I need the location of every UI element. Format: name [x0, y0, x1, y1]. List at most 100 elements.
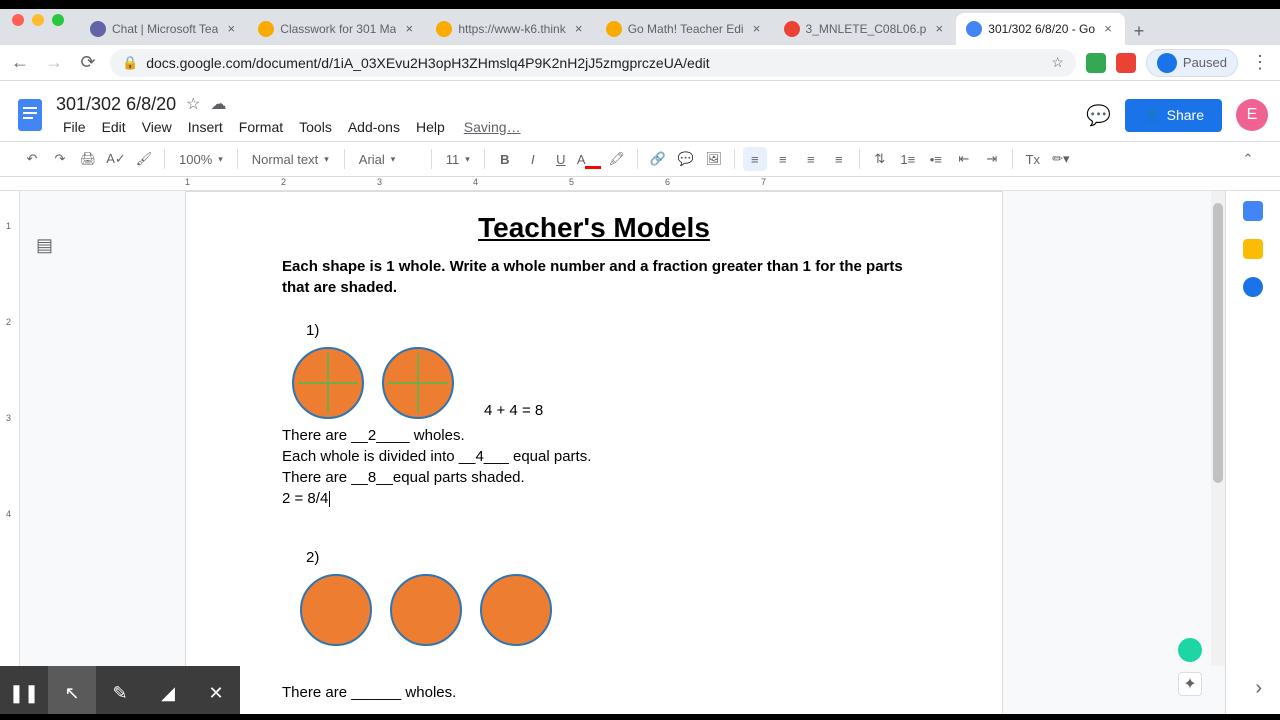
bulleted-list-button[interactable]: •≡ — [924, 147, 948, 171]
font-select[interactable]: Arial — [353, 152, 423, 167]
align-right-button[interactable]: ≡ — [799, 147, 823, 171]
answer-line: There are ______ wholes. — [282, 682, 906, 703]
spellcheck-button[interactable]: A✓ — [104, 147, 128, 171]
undo-button[interactable]: ↶ — [20, 147, 44, 171]
equation-text: 4 + 4 = 8 — [484, 402, 543, 419]
vertical-scrollbar[interactable] — [1211, 191, 1225, 666]
close-tab-icon[interactable]: × — [572, 22, 586, 36]
menu-item[interactable]: File — [56, 117, 93, 137]
browser-tab[interactable]: Go Math! Teacher Edi× — [596, 13, 774, 45]
star-icon[interactable]: ☆ — [186, 94, 200, 114]
share-button[interactable]: 👤 Share — [1125, 99, 1222, 132]
doc-title[interactable]: 301/302 6/8/20 — [56, 94, 176, 115]
highlight-button[interactable]: 🖍 — [605, 147, 629, 171]
menu-item[interactable]: Add-ons — [341, 117, 407, 137]
comments-icon[interactable]: 💬 — [1086, 103, 1111, 128]
url-text: docs.google.com/document/d/1iA_03XEvu2H3… — [146, 55, 709, 71]
menu-item[interactable]: Edit — [95, 117, 133, 137]
zoom-select[interactable]: 100% — [173, 152, 229, 167]
paint-format-button[interactable]: 🖌 — [132, 147, 156, 171]
horizontal-ruler[interactable]: 1234567 — [0, 177, 1280, 191]
close-tab-icon[interactable]: × — [750, 22, 764, 36]
profile-paused[interactable]: Paused — [1146, 49, 1238, 77]
pause-button[interactable]: ❚❚ — [0, 666, 48, 720]
reload-button[interactable]: ⟳ — [76, 51, 100, 75]
highlighter-button[interactable]: ◢ — [144, 666, 192, 720]
menu-item[interactable]: View — [135, 117, 179, 137]
tab-title: 3_MNLETE_C08L06.p — [806, 22, 927, 36]
forward-button[interactable]: → — [42, 51, 66, 75]
bookmark-icon[interactable]: ☆ — [1051, 54, 1064, 71]
address-bar[interactable]: 🔒 docs.google.com/document/d/1iA_03XEvu2… — [110, 49, 1076, 77]
answer-line: Each whole is divided into __4___ equal … — [282, 446, 906, 467]
close-tab-icon[interactable]: × — [224, 22, 238, 36]
outline-icon[interactable]: ▤ — [36, 235, 53, 256]
favicon-icon — [606, 21, 622, 37]
indent-increase-button[interactable]: ⇥ — [980, 147, 1004, 171]
link-button[interactable]: 🔗 — [646, 147, 670, 171]
keep-icon[interactable] — [1243, 239, 1263, 259]
pointer-button[interactable]: ↖ — [48, 666, 96, 720]
close-tab-icon[interactable]: × — [932, 22, 946, 36]
fontsize-select[interactable]: 11 — [440, 152, 476, 167]
favicon-icon — [258, 21, 274, 37]
align-left-button[interactable]: ≡ — [743, 147, 767, 171]
italic-button[interactable]: I — [521, 147, 545, 171]
circle-shape — [292, 347, 364, 419]
collapse-toolbar-button[interactable]: ⌃ — [1236, 147, 1260, 171]
browser-toolbar: ← → ⟳ 🔒 docs.google.com/document/d/1iA_0… — [0, 45, 1280, 81]
back-button[interactable]: ← — [8, 51, 32, 75]
align-center-button[interactable]: ≡ — [771, 147, 795, 171]
menu-item[interactable]: Format — [232, 117, 290, 137]
menu-item[interactable]: Help — [409, 117, 452, 137]
extension-icon[interactable] — [1116, 53, 1136, 73]
underline-button[interactable]: U — [549, 147, 573, 171]
close-tab-icon[interactable]: × — [1101, 22, 1115, 36]
line-spacing-button[interactable]: ⇅ — [868, 147, 892, 171]
comment-button[interactable]: 💬 — [674, 147, 698, 171]
account-avatar[interactable]: E — [1236, 99, 1268, 131]
redo-button[interactable]: ↷ — [48, 147, 72, 171]
browser-tab[interactable]: Chat | Microsoft Tea× — [80, 13, 248, 45]
extension-icon[interactable] — [1086, 53, 1106, 73]
menu-item[interactable]: Tools — [292, 117, 339, 137]
browser-tab[interactable]: 3_MNLETE_C08L06.p × — [774, 13, 957, 45]
editing-mode-button[interactable]: ✏▾ — [1049, 147, 1073, 171]
align-justify-button[interactable]: ≡ — [827, 147, 851, 171]
text-color-button[interactable]: A — [577, 147, 601, 171]
vertical-ruler[interactable]: 1234 — [0, 191, 20, 720]
page-title: Teacher's Models — [282, 212, 906, 244]
indent-decrease-button[interactable]: ⇤ — [952, 147, 976, 171]
sidepanel-chevron-icon[interactable]: › — [1255, 677, 1262, 700]
window-controls[interactable] — [12, 14, 64, 26]
instructions-text: Each shape is 1 whole. Write a whole num… — [282, 256, 906, 298]
numbered-list-button[interactable]: 1≡ — [896, 147, 920, 171]
explore-button[interactable]: ✦ — [1178, 672, 1202, 696]
chrome-menu[interactable]: ⋮ — [1248, 51, 1272, 75]
formatting-toolbar: ↶ ↷ 🖨 A✓ 🖌 100% Normal text Arial 11 B I… — [0, 141, 1280, 177]
close-tab-icon[interactable]: × — [402, 22, 416, 36]
answer-line: 2 = 8/4 — [282, 488, 906, 509]
menu-item[interactable]: Insert — [181, 117, 230, 137]
print-button[interactable]: 🖨 — [76, 147, 100, 171]
move-icon[interactable]: ☁ — [210, 94, 226, 114]
pen-button[interactable]: ✎ — [96, 666, 144, 720]
q2-shapes — [300, 574, 906, 646]
document-page[interactable]: Teacher's Models Each shape is 1 whole. … — [185, 191, 1003, 720]
circle-shape — [300, 574, 372, 646]
browser-tab[interactable]: Classwork for 301 Ma× — [248, 13, 426, 45]
scroll-thumb[interactable] — [1213, 203, 1223, 483]
browser-tab[interactable]: 301/302 6/8/20 - Go× — [956, 13, 1125, 45]
answer-line: There are __8__equal parts shaded. — [282, 467, 906, 488]
bold-button[interactable]: B — [493, 147, 517, 171]
clear-format-button[interactable]: Tx — [1021, 147, 1045, 171]
tasks-icon[interactable] — [1243, 277, 1263, 297]
browser-tab[interactable]: https://www-k6.think× — [426, 13, 595, 45]
style-select[interactable]: Normal text — [246, 152, 336, 167]
grammarly-icon[interactable] — [1178, 638, 1202, 662]
close-recording-button[interactable]: ✕ — [192, 666, 240, 720]
calendar-icon[interactable] — [1243, 201, 1263, 221]
image-button[interactable]: 🖼 — [702, 147, 726, 171]
docs-header: 301/302 6/8/20 ☆ ☁ FileEditViewInsertFor… — [0, 81, 1280, 141]
new-tab-button[interactable]: + — [1125, 17, 1153, 45]
